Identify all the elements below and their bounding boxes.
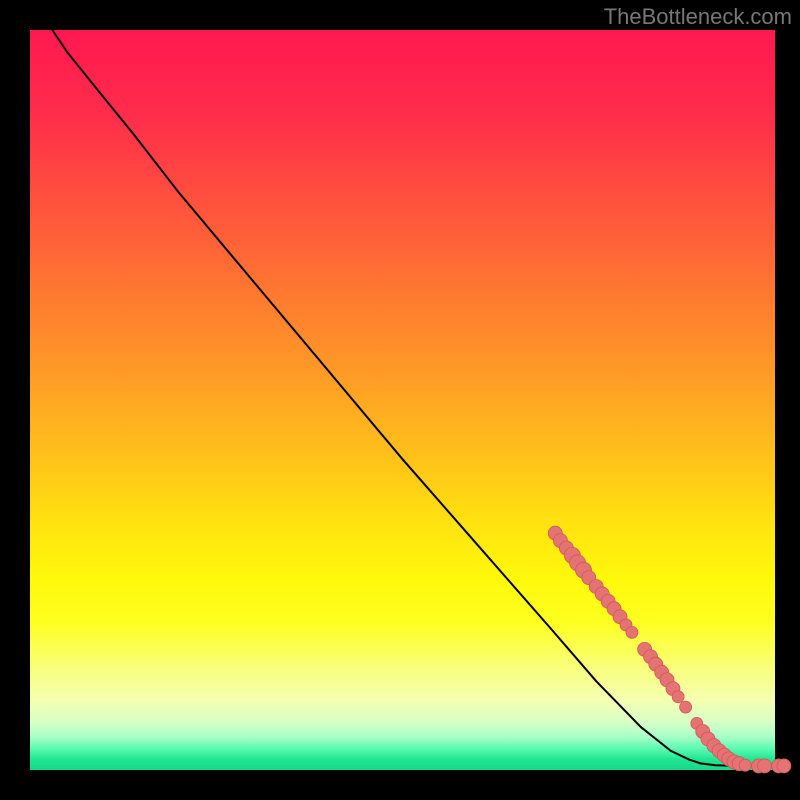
marker-point xyxy=(672,691,684,703)
chart-overlay xyxy=(0,0,800,800)
marker-point xyxy=(680,701,692,713)
watermark-text: TheBottleneck.com xyxy=(604,4,792,30)
marker-point xyxy=(777,759,791,773)
marker-point xyxy=(739,759,751,771)
marker-point xyxy=(626,626,638,638)
main-curve xyxy=(52,30,775,766)
markers-group xyxy=(548,526,791,773)
marker-point xyxy=(758,759,772,773)
